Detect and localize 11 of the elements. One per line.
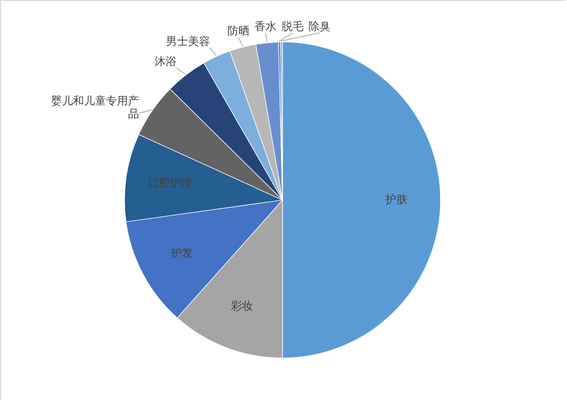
slice-label: 沐浴: [154, 55, 176, 68]
slice-label: 婴儿和儿童专用产品: [51, 94, 140, 120]
slice-label: 口腔护理: [148, 176, 192, 190]
slice-label: 香水: [254, 20, 277, 33]
slice-label: 护发: [170, 246, 194, 260]
slice-label: 护肤: [384, 193, 408, 206]
slice-label: 防晒: [228, 24, 250, 38]
slice-label: 男士美容: [166, 34, 210, 48]
slice-label: 彩妆: [230, 299, 253, 312]
slice-label: 除臭: [308, 20, 331, 33]
slice-label: 脱毛: [282, 20, 304, 33]
